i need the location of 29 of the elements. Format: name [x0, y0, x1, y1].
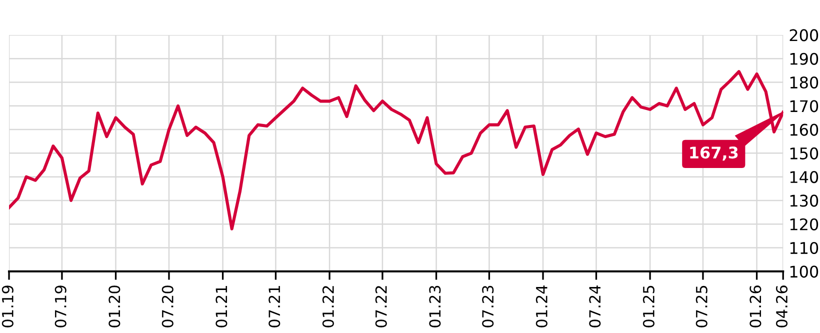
x-tick-label: 07.25: [696, 286, 708, 328]
y-tick-label: 100: [790, 266, 818, 278]
y-tick-label: 110: [790, 242, 818, 254]
x-tick-label: 07.23: [482, 286, 494, 328]
y-tick-label: 150: [790, 147, 818, 160]
annotation: 167,3: [690, 146, 738, 161]
x-tick-label: 01.22: [322, 286, 334, 328]
x-tick-label: 01.25: [642, 286, 654, 328]
x-tick-label: 07.21: [268, 286, 280, 328]
y-tick-label: 180: [790, 76, 818, 89]
x-tick-label: 07.20: [162, 286, 174, 328]
y-tick-label: 120: [790, 218, 818, 230]
y-tick-label: 140: [790, 171, 818, 184]
y-tick-label: 160: [790, 124, 818, 136]
x-tick-label: 07.22: [375, 286, 387, 328]
x-tick-label: 01.23: [429, 286, 441, 328]
y-tick-label: 190: [790, 52, 818, 65]
x-tick-label: 01.26: [750, 286, 762, 328]
x-tick-label: 01.21: [216, 286, 228, 328]
x-tick-label: 01.19: [2, 286, 14, 328]
x-tick-label: 01.20: [108, 286, 120, 328]
x-tick-label: 07.24: [589, 285, 601, 328]
line-series: [9, 70, 784, 230]
y-tick-label: 130: [790, 194, 818, 207]
x-tick-label: 07.19: [54, 286, 66, 328]
x-tick-label: 01.24: [536, 285, 548, 328]
y-tick-label: 200: [790, 29, 818, 42]
y-tick-label: 170: [790, 100, 818, 112]
x-tick-label: 04.26: [776, 286, 788, 328]
